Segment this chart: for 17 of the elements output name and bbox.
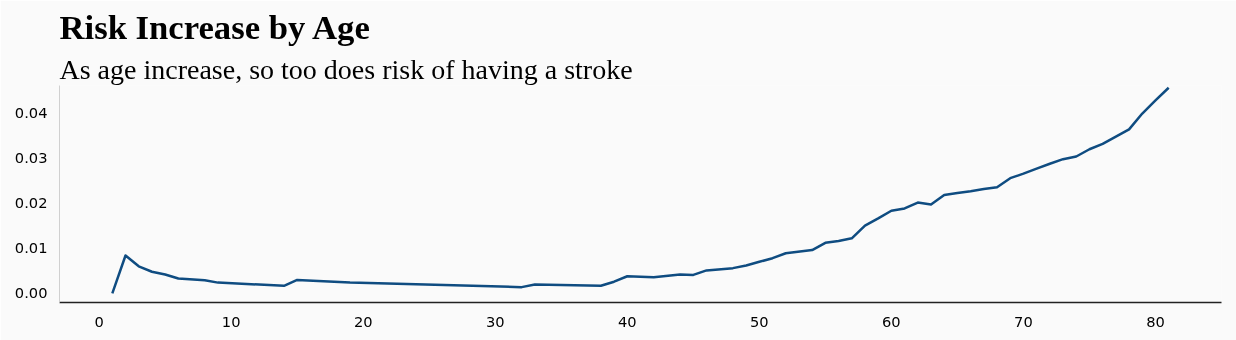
- chart-subtitle: As age increase, so too does risk of having a stroke: [59, 53, 633, 85]
- y-tick-label: 0.03: [14, 148, 48, 166]
- chart-title: Risk Increase by Age: [59, 7, 370, 46]
- x-tick-label: 60: [882, 312, 901, 330]
- x-tick-label: 20: [353, 312, 373, 330]
- line-series: [111, 86, 1170, 295]
- y-tick-label: 0.01: [14, 239, 48, 257]
- y-tick-label: 0.04: [14, 103, 48, 121]
- x-tick-label: 30: [485, 312, 505, 330]
- x-tick-label: 50: [750, 312, 769, 330]
- x-tick-label: 40: [617, 312, 637, 330]
- x-tick-label: 0: [94, 312, 104, 330]
- x-tick-label: 70: [1014, 312, 1033, 330]
- y-tick-label: 0.02: [14, 194, 48, 212]
- y-tick-label: 0.00: [14, 284, 48, 302]
- x-tick-label: 10: [221, 312, 241, 330]
- x-tick-label: 80: [1146, 312, 1165, 330]
